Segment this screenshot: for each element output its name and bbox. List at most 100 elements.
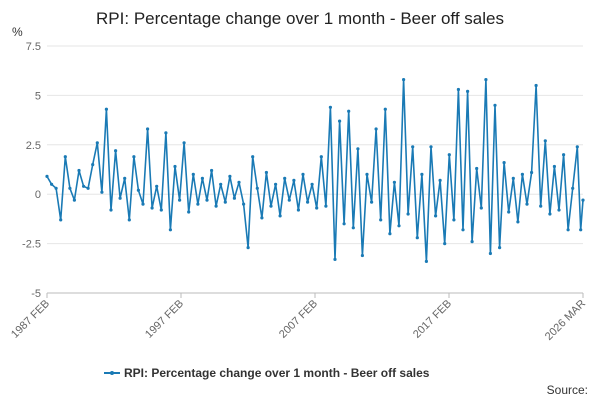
data-point bbox=[520, 172, 525, 176]
data-point bbox=[246, 246, 250, 250]
data-point bbox=[205, 198, 209, 202]
data-point bbox=[356, 147, 360, 151]
data-point bbox=[283, 176, 287, 180]
y-tick-label: 0 bbox=[35, 189, 41, 201]
data-point bbox=[182, 141, 186, 145]
data-point bbox=[292, 178, 296, 182]
data-point bbox=[383, 107, 387, 111]
data-point bbox=[397, 224, 401, 228]
data-point bbox=[191, 172, 195, 176]
data-point bbox=[104, 107, 108, 111]
data-point bbox=[315, 206, 319, 210]
data-point bbox=[159, 208, 163, 212]
data-point bbox=[347, 109, 351, 113]
data-point bbox=[264, 170, 268, 175]
data-point bbox=[118, 196, 122, 200]
data-point bbox=[63, 155, 67, 159]
data-point bbox=[232, 196, 236, 200]
data-point bbox=[146, 127, 150, 131]
data-point bbox=[511, 176, 515, 180]
data-point bbox=[164, 131, 168, 135]
data-point bbox=[429, 145, 433, 149]
data-point bbox=[466, 89, 470, 93]
source-label: Source: bbox=[547, 383, 588, 397]
data-point bbox=[306, 200, 310, 204]
data-point bbox=[370, 200, 374, 204]
data-point bbox=[319, 155, 323, 159]
data-point bbox=[571, 186, 575, 190]
x-tick-label: 2017 FEB bbox=[411, 298, 454, 341]
data-point bbox=[374, 127, 378, 131]
data-point bbox=[324, 204, 328, 208]
data-point bbox=[296, 208, 300, 212]
data-point bbox=[114, 149, 118, 153]
data-point bbox=[392, 180, 396, 184]
data-point bbox=[187, 210, 191, 214]
x-tick-label: 1997 FEB bbox=[143, 298, 186, 341]
y-tick-label: -5 bbox=[31, 288, 41, 300]
data-point bbox=[278, 214, 282, 218]
data-point bbox=[91, 163, 95, 167]
y-tick-label: 5 bbox=[35, 90, 41, 102]
data-point bbox=[498, 246, 502, 250]
data-point bbox=[251, 155, 255, 159]
data-point bbox=[127, 218, 131, 222]
data-point bbox=[68, 186, 72, 190]
data-point bbox=[54, 186, 58, 190]
data-point bbox=[424, 259, 428, 263]
data-point bbox=[447, 153, 451, 157]
data-point bbox=[132, 155, 136, 159]
data-point bbox=[328, 105, 332, 109]
data-point bbox=[552, 164, 557, 169]
data-point bbox=[434, 214, 438, 218]
data-point bbox=[420, 172, 424, 176]
data-point bbox=[566, 228, 570, 232]
data-point bbox=[150, 206, 154, 210]
data-point bbox=[45, 174, 49, 178]
data-point bbox=[443, 242, 447, 246]
y-tick-label: 7.5 bbox=[26, 41, 41, 53]
data-point bbox=[274, 182, 278, 186]
data-point bbox=[575, 145, 579, 149]
data-point bbox=[223, 200, 227, 204]
data-point bbox=[342, 222, 346, 226]
data-point bbox=[100, 190, 104, 194]
data-point bbox=[475, 166, 479, 171]
data-point bbox=[210, 168, 214, 173]
data-point bbox=[415, 236, 419, 240]
grid-lines bbox=[47, 45, 583, 245]
data-point bbox=[557, 208, 561, 212]
data-point bbox=[516, 220, 520, 224]
data-point bbox=[452, 218, 456, 222]
data-point bbox=[301, 172, 305, 176]
x-tick-label: 2007 FEB bbox=[277, 298, 320, 341]
data-point bbox=[260, 216, 264, 220]
data-point bbox=[287, 198, 291, 202]
chart-title: RPI: Percentage change over 1 month - Be… bbox=[96, 9, 504, 28]
data-point bbox=[461, 228, 465, 232]
data-point bbox=[502, 161, 506, 165]
data-point bbox=[219, 182, 223, 186]
data-point bbox=[82, 184, 86, 188]
data-point bbox=[95, 141, 99, 145]
data-point bbox=[86, 186, 90, 190]
data-point bbox=[438, 178, 442, 182]
data-point bbox=[72, 198, 76, 202]
data-point bbox=[479, 206, 483, 210]
data-point bbox=[50, 182, 54, 186]
y-tick-label: 2.5 bbox=[26, 140, 41, 152]
data-point bbox=[534, 83, 538, 88]
legend: RPI: Percentage change over 1 month - Be… bbox=[104, 366, 430, 380]
data-point bbox=[59, 218, 63, 222]
series-group bbox=[45, 78, 585, 263]
data-point bbox=[123, 176, 127, 180]
data-point bbox=[548, 212, 552, 216]
x-tick-label: 1987 FEB bbox=[9, 298, 52, 341]
data-point bbox=[406, 212, 410, 216]
data-point bbox=[155, 184, 159, 188]
y-axis-ticks: 7.5 5 2.5 0 -2.5 -5 bbox=[22, 41, 41, 300]
x-axis-ticks: 1987 FEB 1997 FEB 2007 FEB 2017 FEB 2026 MAR bbox=[9, 293, 588, 343]
data-point bbox=[338, 119, 342, 123]
data-point bbox=[530, 170, 534, 175]
